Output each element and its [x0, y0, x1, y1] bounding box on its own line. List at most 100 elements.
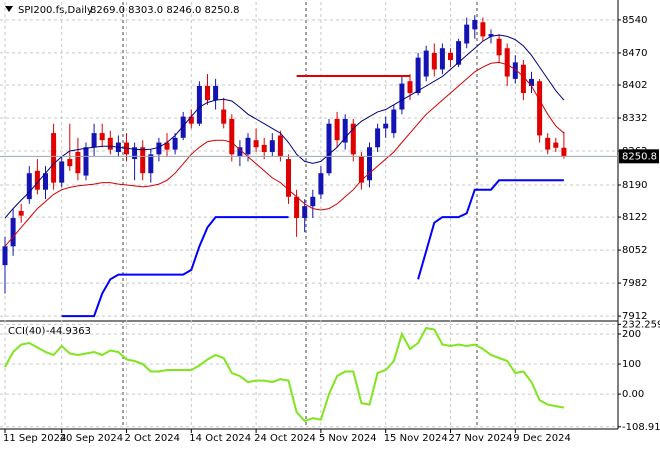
- x-tick-label: 15 Nov 2024: [384, 433, 448, 444]
- candle-body: [529, 78, 534, 86]
- candle-body: [253, 140, 259, 148]
- candle-body: [148, 154, 154, 174]
- candle-body: [439, 48, 445, 70]
- y-tick-label: -108.916: [622, 422, 660, 433]
- candle-body: [59, 161, 65, 183]
- candle-body: [496, 38, 502, 56]
- x-tick-label: 5 Nov 2024: [319, 433, 377, 444]
- candle-body: [67, 159, 73, 167]
- candle-body: [310, 196, 316, 207]
- y-tick-label: 8190: [622, 180, 647, 191]
- candle-body: [537, 81, 543, 136]
- y-tick-label: 0.00: [622, 389, 644, 400]
- y-tick-label: 200: [622, 329, 641, 340]
- indicator-line: [417, 179, 564, 280]
- candle-body: [318, 173, 324, 195]
- candle-body: [512, 62, 518, 79]
- candle-body: [51, 133, 57, 183]
- candle-body: [132, 147, 138, 160]
- candle-body: [18, 210, 24, 216]
- y-tick-label: 8332: [622, 113, 647, 124]
- candle-body: [221, 109, 227, 124]
- candle-body: [520, 64, 526, 94]
- candle-body: [277, 135, 283, 157]
- candle-body: [237, 147, 243, 157]
- candle-body: [391, 109, 397, 134]
- indicator-line: [61, 216, 289, 318]
- candle-body: [286, 159, 291, 197]
- candle-body: [472, 19, 478, 30]
- candle-body: [261, 144, 267, 152]
- candle-body: [488, 34, 494, 37]
- candle-body: [415, 57, 421, 94]
- last-price-label: 8250.8: [622, 151, 657, 162]
- candle-body: [294, 196, 300, 219]
- candle-body: [375, 128, 381, 148]
- y-tick-label: 8402: [622, 80, 647, 91]
- y-tick-label: 8052: [622, 245, 647, 256]
- candle-body: [99, 133, 105, 141]
- candle-body: [407, 81, 413, 94]
- cci-current-value: -44.9363: [46, 326, 91, 337]
- candle-body: [545, 137, 551, 150]
- candle-body: [456, 41, 462, 65]
- candle-body: [464, 24, 470, 44]
- y-tick-label: 232.2595: [622, 319, 660, 330]
- candle-body: [334, 118, 340, 141]
- candle-body: [269, 140, 275, 152]
- candle-body: [553, 142, 559, 148]
- y-tick-label: 100: [622, 359, 641, 370]
- chart-title: SPI200.fs,Daily: [18, 5, 93, 16]
- candle-body: [448, 52, 453, 61]
- candle-body: [180, 116, 186, 138]
- candle-body: [2, 246, 8, 266]
- candle-body: [431, 52, 437, 70]
- candle-body: [140, 147, 146, 174]
- candle-body: [423, 50, 429, 77]
- y-tick-label: 8470: [622, 48, 647, 59]
- candle-body: [196, 85, 202, 124]
- menu-arrow: [5, 6, 13, 12]
- cci-title: CCI(40): [8, 326, 46, 337]
- candle-body: [213, 85, 219, 101]
- candle-body: [383, 123, 389, 129]
- candle-body: [561, 147, 567, 157]
- ohlc-text: 8269.0 8303.0 8246.0 8250.8: [90, 5, 240, 16]
- candle-body: [350, 123, 356, 155]
- candle-body: [34, 170, 40, 190]
- candle-body: [302, 206, 308, 219]
- candle-body: [156, 142, 162, 155]
- y-tick-label: 7982: [622, 278, 647, 289]
- y-tick-label: 7912: [622, 311, 647, 322]
- candle-body: [326, 123, 332, 174]
- candle-body: [75, 151, 81, 174]
- candle-body: [188, 116, 194, 124]
- x-tick-label: 24 Oct 2024: [254, 433, 316, 444]
- candle-body: [399, 83, 405, 110]
- y-tick-label: 8540: [622, 15, 647, 26]
- cci-line: [4, 326, 565, 423]
- candle-body: [172, 137, 178, 150]
- candle-body: [91, 133, 97, 148]
- candle-body: [205, 85, 210, 101]
- x-tick-label: 27 Nov 2024: [449, 433, 513, 444]
- candle-body: [245, 137, 251, 155]
- candle-body: [229, 118, 235, 155]
- candle-body: [10, 218, 16, 247]
- candle-body: [43, 173, 48, 190]
- candle-body: [480, 22, 486, 37]
- candle-body: [358, 156, 364, 183]
- candle-body: [26, 173, 32, 200]
- candle-body: [107, 137, 113, 150]
- indicator-line: [4, 61, 565, 247]
- x-tick-label: 14 Oct 2024: [189, 433, 251, 444]
- x-tick-label: 11 Sep 2024: [3, 433, 66, 444]
- candle-body: [83, 147, 89, 176]
- x-tick-label: 2 Oct 2024: [125, 433, 180, 444]
- indicator-line: [4, 34, 565, 219]
- y-tick-label: 8122: [622, 212, 647, 223]
- last-price-box: [619, 149, 659, 164]
